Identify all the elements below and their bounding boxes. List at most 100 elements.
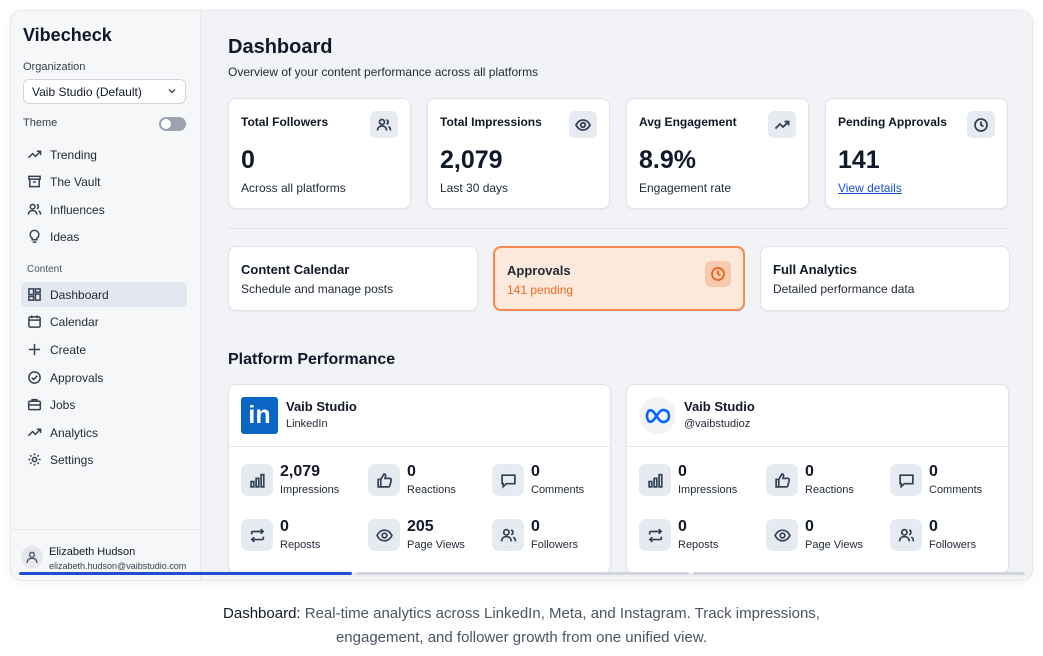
stat-value: 141	[838, 146, 880, 174]
user-profile[interactable]: Elizabeth Hudson elizabeth.hudson@vaibst…	[11, 529, 201, 580]
metric-label: Followers	[531, 539, 579, 551]
carousel-segment-active[interactable]	[19, 572, 352, 575]
platform-card-meta: Vaib Studio @vaibstudioz 0 Impressions 0…	[626, 384, 1009, 574]
calendar-icon	[28, 315, 41, 328]
metric-reposts: 0 Reposts	[639, 518, 759, 555]
sidebar-item-the-vault[interactable]: The Vault	[21, 169, 187, 194]
gear-icon	[28, 453, 41, 466]
caption-line-2: engagement, and follower growth from one…	[335, 629, 708, 646]
metric-value: 0	[407, 463, 416, 480]
metric-comments: 0 Comments	[890, 463, 1010, 500]
carousel-segment[interactable]	[693, 572, 1025, 575]
sidebar-item-label: Jobs	[50, 397, 76, 412]
clock-icon	[711, 267, 725, 281]
stat-value: 8.9%	[639, 146, 696, 174]
stat-icon	[967, 111, 995, 138]
view-details-link[interactable]: View details	[838, 181, 902, 195]
main-content: Dashboard Overview of your content perfo…	[201, 11, 1032, 580]
approvals-card[interactable]: Approvals 141 pending	[493, 246, 745, 311]
content-calendar-card[interactable]: Content Calendar Schedule and manage pos…	[228, 246, 478, 311]
archive-icon	[28, 175, 41, 188]
metric-followers: 0 Followers	[492, 518, 612, 555]
bar-chart-icon	[639, 464, 671, 496]
sidebar-item-settings[interactable]: Settings	[21, 447, 187, 472]
sidebar-item-label: Trending	[50, 147, 97, 162]
clock-icon	[974, 117, 988, 132]
user-name: Elizabeth Hudson	[49, 546, 136, 558]
organization-label: Organization	[23, 61, 86, 73]
plus-icon	[28, 343, 41, 356]
platform-header: in Vaib Studio LinkedIn	[229, 385, 610, 447]
sidebar-item-dashboard[interactable]: Dashboard	[21, 282, 187, 307]
caption-bold: Dashboard:	[223, 605, 301, 622]
platform-header: Vaib Studio @vaibstudioz	[627, 385, 1008, 447]
dashboard-icon	[28, 288, 41, 301]
sidebar-item-label: Influences	[50, 202, 105, 217]
metric-impressions: 0 Impressions	[639, 463, 759, 500]
stat-title: Avg Engagement	[639, 115, 737, 129]
sidebar-item-label: Analytics	[50, 425, 99, 440]
metric-value: 205	[407, 518, 434, 535]
metric-reactions: 0 Reactions	[368, 463, 488, 500]
stat-icon	[768, 111, 796, 138]
stat-card-total-followers: Total Followers 0 Across all platforms	[228, 98, 411, 209]
sidebar-item-jobs[interactable]: Jobs	[21, 392, 187, 417]
metric-value: 0	[531, 463, 540, 480]
sidebar-item-influences[interactable]: Influences	[21, 197, 187, 222]
metric-value: 0	[805, 518, 814, 535]
carousel-segment[interactable]	[356, 572, 689, 575]
sidebar-item-trending[interactable]: Trending	[21, 142, 187, 167]
card-title: Full Analytics	[773, 262, 858, 277]
stat-note: Last 30 days	[440, 181, 509, 195]
thumbs-up-icon	[766, 464, 798, 496]
metric-followers: 0 Followers	[890, 518, 1010, 555]
trending-icon	[27, 150, 42, 159]
sidebar-item-calendar[interactable]: Calendar	[21, 309, 187, 334]
sidebar-item-label: Ideas	[50, 229, 80, 244]
stat-title: Total Followers	[241, 115, 329, 129]
approvals-icon	[705, 261, 731, 287]
metric-label: Comments	[929, 484, 983, 496]
platform-handle: @vaibstudioz	[684, 418, 751, 430]
stat-icon	[569, 111, 597, 138]
sidebar-item-analytics[interactable]: Analytics	[21, 420, 187, 445]
user-icon	[26, 551, 38, 563]
metric-value: 0	[929, 518, 938, 535]
content-section-label: Content	[27, 264, 63, 275]
metric-label: Page Views	[805, 539, 863, 551]
user-email: elizabeth.hudson@vaibstudio.com	[49, 561, 187, 571]
metric-label: Impressions	[678, 484, 738, 496]
metric-label: Page Views	[407, 539, 465, 551]
comment-icon	[890, 464, 922, 496]
users-icon	[492, 519, 524, 551]
caption: Dashboard: Real-time analytics across Li…	[0, 602, 1043, 650]
stat-note: Across all platforms	[241, 181, 346, 195]
stat-card-avg-engagement: Avg Engagement 8.9% Engagement rate	[626, 98, 809, 209]
metric-label: Reposts	[678, 539, 719, 551]
metric-page-views: 205 Page Views	[368, 518, 488, 555]
platform-handle: LinkedIn	[286, 418, 328, 430]
sidebar-item-approvals[interactable]: Approvals	[21, 365, 187, 390]
sidebar-item-create[interactable]: Create	[21, 337, 187, 362]
platform-card-linkedin: in Vaib Studio LinkedIn 2,079 Impression…	[228, 384, 611, 574]
sidebar-item-label: The Vault	[50, 174, 101, 189]
theme-toggle[interactable]	[159, 117, 186, 131]
brand-title: Vibecheck	[23, 25, 112, 45]
organization-select[interactable]: Vaib Studio (Default)	[23, 79, 186, 104]
metric-value: 0	[805, 463, 814, 480]
caption-text-1: Real-time analytics across LinkedIn, Met…	[300, 605, 820, 622]
metric-label: Followers	[929, 539, 977, 551]
card-subtitle: Schedule and manage posts	[241, 282, 394, 296]
repost-icon	[241, 519, 273, 551]
metric-comments: 0 Comments	[492, 463, 612, 500]
trending-icon	[27, 428, 42, 437]
stat-note: Engagement rate	[639, 181, 732, 195]
stat-value: 2,079	[440, 146, 503, 174]
full-analytics-card[interactable]: Full Analytics Detailed performance data	[760, 246, 1010, 311]
metric-impressions: 2,079 Impressions	[241, 463, 361, 500]
metric-label: Impressions	[280, 484, 340, 496]
sidebar-item-ideas[interactable]: Ideas	[21, 224, 187, 249]
page-subtitle: Overview of your content performance acr…	[228, 65, 539, 79]
page-title: Dashboard	[228, 36, 333, 58]
sidebar-item-label: Approvals	[50, 370, 104, 385]
